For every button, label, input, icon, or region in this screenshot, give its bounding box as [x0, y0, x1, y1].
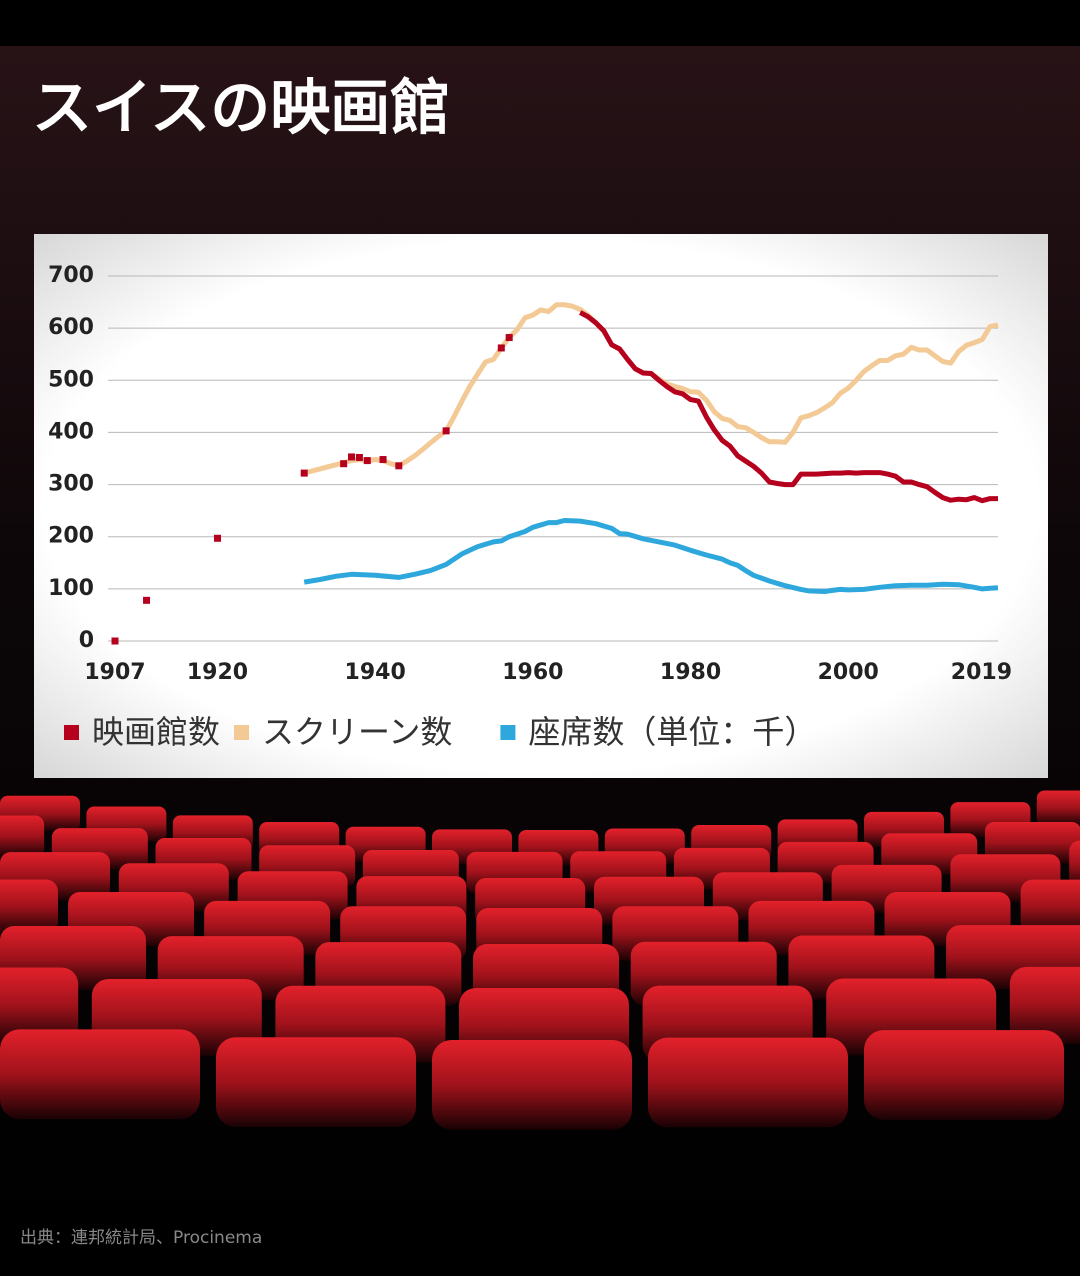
- top-band: [0, 0, 1080, 46]
- y-tick-label: 300: [48, 472, 94, 497]
- point-marker: [340, 460, 348, 468]
- seats: [0, 790, 1080, 1130]
- y-tick-label: 500: [48, 367, 94, 392]
- legend-label: 映画館数: [92, 713, 220, 751]
- seat: [0, 815, 45, 858]
- seat: [0, 1029, 200, 1119]
- seat: [1009, 966, 1080, 1044]
- seat: [0, 879, 58, 934]
- x-tick-label: 1980: [660, 660, 721, 685]
- source: 出典：連邦統計局、Procinema: [20, 1228, 262, 1248]
- plot: 0 100 200 300 400 500 600 700 1907 1920 1940 1960 19…: [48, 263, 1012, 751]
- point-marker: [395, 462, 403, 470]
- y-tick-label: 0: [79, 628, 94, 653]
- series-line: [579, 310, 998, 504]
- y-tick-label: 400: [48, 419, 94, 444]
- legend-label: 座席数（単位：千）: [528, 713, 816, 751]
- y-tick-label: 200: [48, 524, 94, 549]
- seat: [216, 1037, 416, 1127]
- x-tick-label: 2000: [818, 660, 879, 685]
- screen: [34, 234, 1048, 778]
- point-marker: [213, 534, 221, 542]
- point-marker: [300, 469, 308, 477]
- x-tick-label: 1940: [345, 660, 406, 685]
- seat: [0, 967, 79, 1045]
- seat: [432, 1039, 632, 1130]
- point-marker: [497, 344, 505, 352]
- point-marker: [442, 427, 450, 435]
- point-marker: [505, 334, 513, 342]
- seat: [1036, 790, 1080, 826]
- legend-swatch: [64, 725, 79, 740]
- point-marker: [348, 453, 356, 461]
- seat: [1020, 879, 1080, 935]
- legend: 映画館数 スクリーン数 座席数（単位：千）: [64, 713, 816, 751]
- seat: [1069, 840, 1080, 889]
- seat: [864, 1030, 1064, 1120]
- series-line: [303, 518, 999, 594]
- seat: [984, 822, 1080, 864]
- point-marker: [363, 457, 371, 465]
- legend-swatch: [234, 725, 250, 740]
- x-tick-label: 1907: [84, 660, 145, 685]
- point-marker: [379, 456, 387, 464]
- x-tick-label: 1960: [502, 660, 563, 685]
- y-tick-label: 600: [48, 315, 94, 340]
- point-marker: [355, 453, 363, 461]
- y-tick-label: 100: [48, 576, 94, 601]
- point-marker: [111, 637, 119, 645]
- seat: [648, 1037, 848, 1128]
- x-tick-label: 2019: [951, 660, 1012, 685]
- point-marker: [143, 596, 151, 604]
- legend-swatch: [500, 725, 516, 740]
- legend-label: スクリーン数: [262, 713, 452, 751]
- y-tick-label: 700: [48, 263, 94, 288]
- x-tick-label: 1920: [187, 660, 248, 685]
- title: スイスの映画館: [32, 74, 450, 144]
